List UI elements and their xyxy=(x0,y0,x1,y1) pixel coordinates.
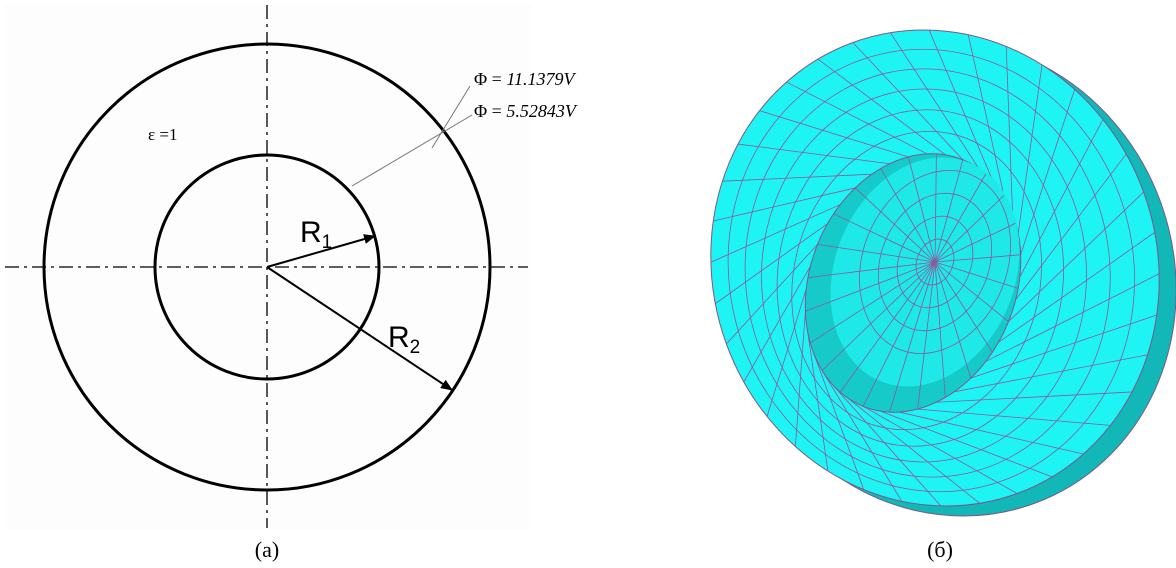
outer-potential-label: Φ = 11.1379V xyxy=(474,69,576,89)
symbol: Φ = xyxy=(474,101,502,121)
permittivity-label: ε =1 xyxy=(148,125,177,144)
value: 11.1379V xyxy=(506,69,576,89)
subscript: 2 xyxy=(410,337,421,358)
letter: R xyxy=(388,321,410,354)
caption-a: (a) xyxy=(255,537,279,562)
figure: ε =1 Φ = 11.1379V Φ = 5.52843V R1 R2 (a)… xyxy=(0,0,1176,568)
letter: R xyxy=(300,216,322,249)
subscript: 1 xyxy=(322,232,333,253)
inner-potential-label: Φ = 5.52843V xyxy=(474,101,578,121)
page: ε =1 Φ = 11.1379V Φ = 5.52843V R1 R2 (a)… xyxy=(0,0,1176,568)
symbol: Φ = xyxy=(474,69,502,89)
value: 5.52843V xyxy=(506,101,578,121)
caption-b: (б) xyxy=(927,537,953,562)
